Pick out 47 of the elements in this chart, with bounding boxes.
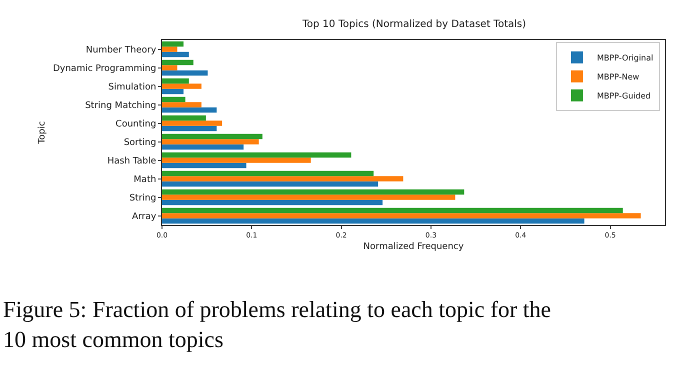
y-tick-label: Hash Table <box>107 156 157 166</box>
y-axis-title: Topic <box>37 121 48 145</box>
bar <box>162 162 246 168</box>
bar <box>162 152 352 158</box>
bar <box>162 189 464 195</box>
bar <box>162 88 184 94</box>
bar <box>162 176 404 182</box>
bar <box>162 144 244 150</box>
bar <box>162 41 184 47</box>
bar <box>162 170 374 176</box>
bar <box>162 213 641 218</box>
y-tick-label: Math <box>134 174 156 185</box>
legend-label: MBPP-Original <box>596 53 654 62</box>
legend-label: MBPP-Guided <box>596 91 651 100</box>
bar <box>162 102 202 108</box>
bar <box>162 78 189 84</box>
bar <box>162 52 189 58</box>
y-tick-label: Counting <box>116 119 156 130</box>
bar <box>162 115 206 121</box>
bar <box>162 158 311 163</box>
y-tick-label: String Matching <box>85 100 156 111</box>
bar <box>162 200 383 206</box>
bar <box>162 218 584 224</box>
y-tick-label: Number Theory <box>86 45 157 56</box>
bar <box>162 46 178 52</box>
bar <box>162 70 208 76</box>
bar <box>162 126 217 132</box>
bar <box>162 120 222 126</box>
caption: Figure 5: Fraction of problems relating to each topic for the 10 most common topics <box>3 297 552 352</box>
bar <box>162 139 259 144</box>
y-tick-label: Simulation <box>108 82 156 92</box>
bar <box>162 194 456 200</box>
legend-label: MBPP-New <box>596 72 640 82</box>
bar <box>162 134 262 140</box>
bar <box>162 60 194 66</box>
y-tick-label: Sorting <box>124 138 156 148</box>
bar <box>162 107 217 113</box>
x-axis-title: Normalized Frequency <box>363 242 464 252</box>
y-tick-label: Array <box>132 212 157 222</box>
bar <box>162 96 186 102</box>
bar <box>162 84 202 89</box>
bar <box>162 208 623 214</box>
chart-title: Top 10 Topics (Normalized by Dataset Totals) <box>301 19 526 30</box>
bar <box>162 181 378 187</box>
y-tick-label: String <box>129 193 156 204</box>
y-tick-label: Dynamic Programming <box>52 64 156 74</box>
bar <box>162 65 178 70</box>
